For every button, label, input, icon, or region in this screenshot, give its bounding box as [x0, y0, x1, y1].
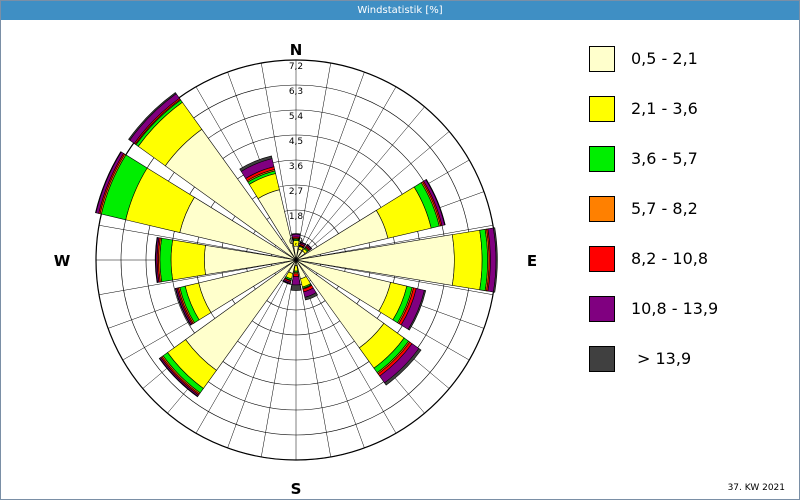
grid-spoke	[98, 259, 297, 295]
legend-label: 5,7 - 8,2	[631, 199, 698, 218]
petal-SSE-segment	[304, 292, 319, 301]
wind-rose-chart: 0,9 1,8 2,7 3,6 4,5 5,4 6,3 7,2 N S E W	[54, 41, 537, 498]
petal-SSW-segment	[282, 280, 291, 285]
petal-NNE-segment	[299, 241, 307, 246]
compass-west-label: W	[54, 252, 71, 270]
petal-N-segment	[291, 233, 301, 235]
petal-W-segment	[170, 239, 206, 281]
radial-tick-label: 1,8	[289, 212, 304, 222]
grid-spoke	[227, 259, 297, 449]
radial-tick-label: 0,9	[289, 237, 304, 247]
legend-swatch	[589, 196, 615, 222]
compass-south-label: S	[291, 480, 302, 498]
legend-item: 0,5 - 2,1	[589, 46, 789, 74]
petal-S-segment	[292, 273, 300, 277]
legend-item: > 13,9	[589, 346, 789, 374]
petal-S-segment	[290, 284, 302, 291]
legend-swatch	[589, 296, 615, 322]
petal-NW-segment	[128, 92, 177, 141]
legend-label: 0,5 - 2,1	[631, 49, 698, 68]
grid-spoke	[295, 71, 365, 261]
legend-swatch	[589, 346, 615, 372]
petal-E-segment	[451, 229, 483, 291]
grid-spoke	[98, 225, 297, 261]
grid-spoke	[295, 62, 331, 261]
grid-spoke	[295, 259, 331, 458]
petal-S-segment	[291, 276, 301, 286]
grid-spoke	[261, 259, 297, 458]
grid-spoke	[295, 131, 450, 261]
legend-item: 10,8 - 13,9	[589, 296, 789, 324]
legend-item: 2,1 - 3,6	[589, 96, 789, 124]
grid-spoke	[295, 86, 397, 261]
radial-tick-label: 4,5	[289, 137, 303, 147]
legend-item: 3,6 - 5,7	[589, 146, 789, 174]
grid-spoke	[295, 225, 494, 261]
compass-east-label: E	[527, 252, 537, 270]
period-label: 37. KW 2021	[727, 483, 785, 493]
radial-tick-label: 5,4	[289, 112, 304, 122]
radial-tick-label: 3,6	[289, 162, 304, 172]
legend-swatch	[589, 146, 615, 172]
grid-spoke	[295, 106, 425, 261]
radial-tick-label: 6,3	[289, 87, 303, 97]
petal-WSW-segment	[174, 288, 192, 326]
petal-NNW-segment	[239, 155, 273, 172]
legend-label: 8,2 - 10,8	[631, 249, 709, 268]
petal-SW-segment	[158, 357, 199, 398]
radial-tick-label: 2,7	[289, 187, 303, 197]
petal-ENE-segment	[425, 178, 446, 226]
legend-swatch	[589, 46, 615, 72]
legend-swatch	[589, 96, 615, 122]
petal-NE-segment	[306, 243, 313, 250]
legend-item: 5,7 - 8,2	[589, 196, 789, 224]
legend-item: 8,2 - 10,8	[589, 246, 789, 274]
window-title: Windstatistik [%]	[1, 1, 799, 20]
legend-swatch	[589, 246, 615, 272]
legend-label: 3,6 - 5,7	[631, 149, 698, 168]
legend-label: > 13,9	[637, 349, 692, 368]
legend-label: 2,1 - 3,6	[631, 99, 698, 118]
grid-spoke	[261, 62, 297, 261]
petal-WNW-segment	[95, 151, 122, 214]
petal-SE-segment	[384, 348, 422, 386]
grid-spoke	[195, 259, 297, 434]
compass-north-label: N	[290, 41, 303, 59]
radial-tick-label: 7,2	[289, 62, 303, 72]
grid-spoke	[295, 259, 494, 295]
legend-label: 10,8 - 13,9	[631, 299, 719, 318]
petal-W-segment	[159, 237, 173, 283]
petal-W-segment	[154, 237, 158, 283]
petal-E-segment	[493, 227, 498, 293]
petal-ESE-segment	[407, 289, 427, 331]
